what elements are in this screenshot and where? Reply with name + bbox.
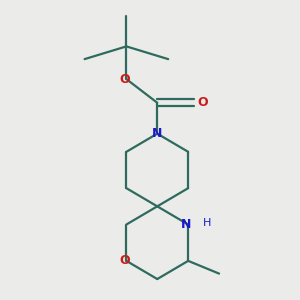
Text: O: O bbox=[119, 73, 130, 85]
Text: N: N bbox=[181, 218, 191, 231]
Text: H: H bbox=[203, 218, 211, 228]
Text: O: O bbox=[197, 96, 208, 109]
Text: N: N bbox=[152, 127, 163, 140]
Text: O: O bbox=[119, 254, 130, 267]
